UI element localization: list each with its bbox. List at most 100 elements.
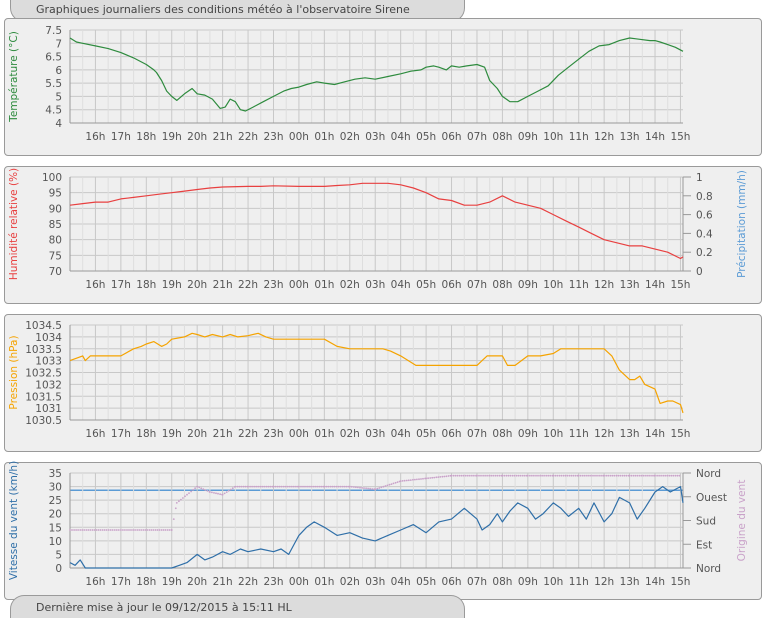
wind-direction-dot xyxy=(399,480,402,482)
wind-direction-dot xyxy=(674,474,677,477)
x-tick-label: 04h xyxy=(391,279,411,291)
wind-direction-dot xyxy=(482,474,484,477)
panel-humidity xyxy=(4,166,762,304)
series-line xyxy=(69,37,684,112)
wind-direction-dot xyxy=(136,529,139,531)
wind-direction-dot xyxy=(240,485,243,488)
x-tick-label: 20h xyxy=(187,279,207,291)
wind-direction-dot xyxy=(198,486,201,489)
y-axis-label-right: Précipitation (mm/h) xyxy=(736,170,748,278)
wind-direction-dot xyxy=(554,474,557,477)
x-tick-label: 22h xyxy=(238,428,258,440)
wind-direction-dot xyxy=(437,476,440,478)
wind-direction-dot xyxy=(278,485,281,488)
x-tick-label: 17h xyxy=(111,428,131,440)
wind-direction-dot xyxy=(369,487,371,490)
y-tick-label: 35 xyxy=(49,468,62,480)
wind-direction-dot xyxy=(73,529,75,531)
y-tick-label: 1030.5 xyxy=(25,415,62,427)
y-tick-label-right: Nord xyxy=(696,468,721,480)
wind-direction-dot xyxy=(541,474,543,477)
wind-direction-dot xyxy=(81,529,84,531)
wind-direction-dot xyxy=(204,489,207,491)
x-tick-label: 11h xyxy=(569,576,589,588)
wind-direction-dot xyxy=(227,489,230,492)
wind-direction-dot xyxy=(190,490,193,493)
x-tick-label: 16h xyxy=(85,131,105,143)
chart-2: 1034.510341033.510331032.510321031.51031… xyxy=(8,320,690,440)
x-tick-label: 05h xyxy=(416,279,436,291)
wind-direction-dot xyxy=(433,476,436,479)
y-axis-label: Vitesse du vent (km/h) xyxy=(8,461,20,580)
x-tick-label: 08h xyxy=(492,428,512,440)
wind-direction-dot xyxy=(219,493,222,496)
y-tick-label: 4 xyxy=(55,118,62,130)
series-line xyxy=(69,486,684,569)
wind-direction-dot xyxy=(619,474,622,477)
y-tick-label: 1031.5 xyxy=(25,391,62,403)
wind-direction-dot xyxy=(288,485,291,488)
x-tick-label: 13h xyxy=(620,428,640,440)
chart-1: 100 95 90 85 80 75 70 16h 17h 18h 19h 20h 21h 22h 23h 0… xyxy=(8,168,748,492)
y-tick-label: 15 xyxy=(49,522,62,534)
wind-direction-dot xyxy=(600,474,602,477)
wind-direction-dot xyxy=(420,478,422,480)
wind-direction-dot xyxy=(320,485,323,488)
wind-direction-dot xyxy=(484,474,486,477)
wind-direction-dot xyxy=(249,485,252,488)
x-tick-label: 17h xyxy=(111,576,131,588)
wind-direction-dot xyxy=(132,529,135,531)
y-tick-label: 5 xyxy=(55,91,62,103)
wind-direction-dot xyxy=(242,485,245,488)
wind-direction-dot xyxy=(374,488,377,491)
wind-direction-dot xyxy=(244,485,247,488)
wind-direction-dot xyxy=(282,485,285,488)
wind-direction-dot xyxy=(117,529,120,531)
wind-direction-dot xyxy=(251,485,254,488)
y-tick-label: 95 xyxy=(49,188,62,200)
x-tick-label: 04h xyxy=(391,131,411,143)
wind-direction-dot xyxy=(509,474,512,477)
wind-direction-dot xyxy=(414,478,416,481)
wind-direction-dot xyxy=(394,481,397,484)
wind-direction-dot xyxy=(519,474,522,477)
wind-direction-dot xyxy=(596,474,598,477)
x-tick-label: 00h xyxy=(289,576,309,588)
x-tick-label: 07h xyxy=(467,428,487,440)
wind-direction-dot xyxy=(441,475,444,478)
x-tick-label: 12h xyxy=(594,131,614,143)
y-tick-label: 100 xyxy=(42,172,62,184)
wind-direction-dot xyxy=(666,474,669,477)
y-tick-label: 20 xyxy=(49,509,62,521)
wind-direction-dot xyxy=(598,474,600,477)
wind-direction-dot xyxy=(105,529,108,531)
wind-direction-dot xyxy=(231,487,234,490)
wind-direction-dot xyxy=(478,474,480,477)
wind-direction-dot xyxy=(300,485,302,488)
footer-tab: Dernière mise à jour le 09/12/2015 à 15:… xyxy=(10,595,465,618)
x-tick-label: 01h xyxy=(314,576,334,588)
wind-direction-dot xyxy=(603,474,605,477)
wind-direction-dot xyxy=(134,529,137,531)
x-tick-label: 00h xyxy=(289,279,309,291)
wind-direction-dot xyxy=(384,485,387,487)
wind-direction-dot xyxy=(412,478,414,481)
wind-direction-dot xyxy=(247,485,249,488)
wind-direction-dot xyxy=(488,474,491,477)
wind-direction-dot xyxy=(75,529,77,531)
x-tick-label: 15h xyxy=(670,131,690,143)
wind-direction-dot xyxy=(425,477,427,480)
y-tick-label: 25 xyxy=(49,495,62,507)
x-tick-label: 04h xyxy=(391,428,411,440)
wind-direction-dot xyxy=(492,474,495,477)
wind-direction-dot xyxy=(91,529,94,531)
x-tick-label: 08h xyxy=(492,576,512,588)
wind-direction-dot xyxy=(120,529,122,531)
x-tick-label: 15h xyxy=(670,428,690,440)
wind-direction-dot xyxy=(337,485,340,488)
wind-direction-dot xyxy=(304,485,306,488)
wind-direction-dot xyxy=(501,474,504,477)
y-tick-label: 90 xyxy=(49,203,62,215)
wind-direction-dot xyxy=(511,474,514,477)
